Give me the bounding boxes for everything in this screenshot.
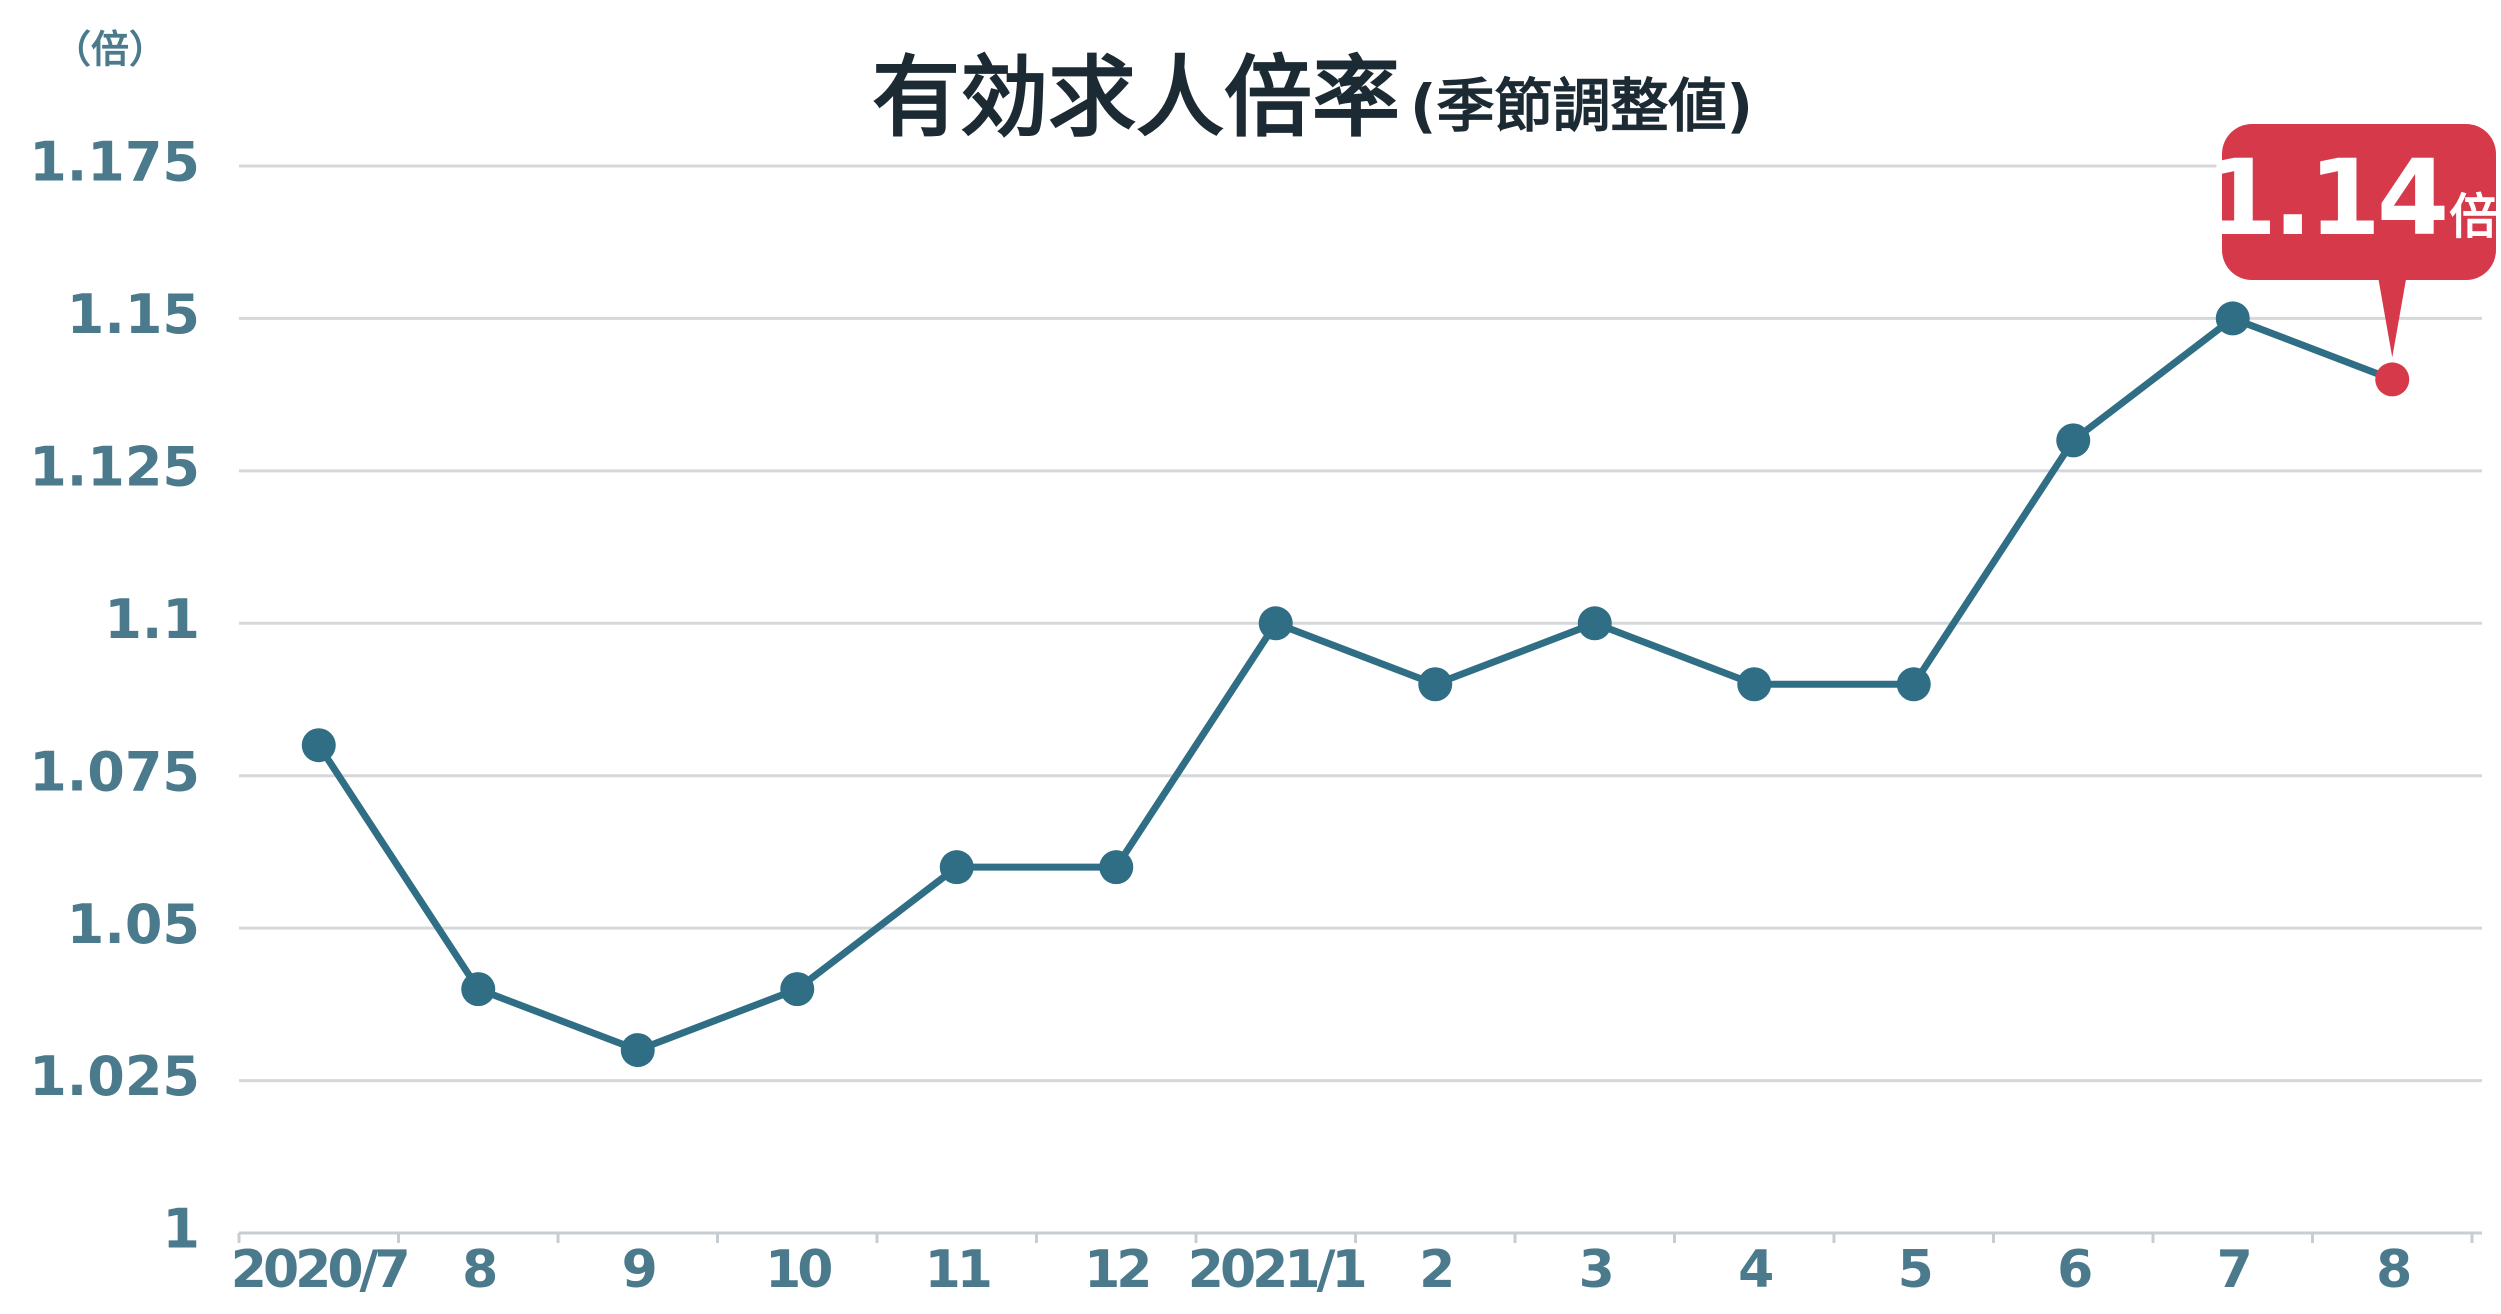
x-tick-label: 10 (765, 1240, 831, 1300)
y-tick-label: 1 (162, 1198, 200, 1261)
point (1577, 606, 1612, 641)
point (2215, 301, 2250, 336)
x-tick-label: 8 (2376, 1240, 2409, 1300)
point (1737, 667, 1772, 702)
callout-label: 1.14倍 (2205, 137, 2498, 259)
x-tick-label: 2 (1419, 1240, 1451, 1300)
x-tick-label: 3 (1579, 1240, 1612, 1300)
point (1418, 667, 1453, 702)
y-tick-label: 1.1 (104, 588, 200, 651)
y-tick-label: 1.05 (67, 893, 200, 956)
point (620, 1033, 655, 1068)
callout-pointer (2378, 278, 2407, 358)
callout-value: 1.14 (2205, 137, 2446, 259)
x-tick-label: 4 (1738, 1240, 1772, 1300)
x-tick-label: 7 (2217, 1240, 2250, 1300)
point (939, 850, 974, 885)
point (1896, 667, 1931, 702)
point (2056, 423, 2091, 458)
x-tick-label: 11 (925, 1240, 990, 1300)
x-tick-label: 6 (2057, 1240, 2091, 1300)
chart-title: 有効求人倍率 (872, 46, 1400, 149)
x-tick-label: 12 (1084, 1240, 1148, 1300)
y-axis-unit: （倍） (53, 28, 167, 72)
x-tick-label: 5 (1898, 1240, 1931, 1300)
x-tick-label: 2020/7 (231, 1240, 408, 1300)
x-tick-label: 9 (622, 1240, 655, 1300)
point (1099, 850, 1134, 885)
point (461, 972, 496, 1007)
point (780, 972, 815, 1007)
y-tick-label: 1.025 (29, 1045, 200, 1108)
x-tick-label: 2021/1 (1188, 1240, 1365, 1300)
point (2375, 362, 2410, 397)
series-line (315, 314, 2394, 1054)
y-tick-label: 1.175 (29, 131, 200, 194)
point (301, 728, 336, 763)
y-tick-label: 1.15 (67, 283, 200, 346)
y-tick-label: 1.075 (29, 740, 200, 803)
chart-subtitle: (季節調整値) (1410, 72, 1753, 140)
callout-unit: 倍 (2449, 189, 2497, 245)
x-tick-label: 8 (462, 1240, 495, 1300)
point (1258, 606, 1293, 641)
callout-box (2222, 124, 2496, 280)
y-tick-label: 1.125 (29, 435, 200, 498)
